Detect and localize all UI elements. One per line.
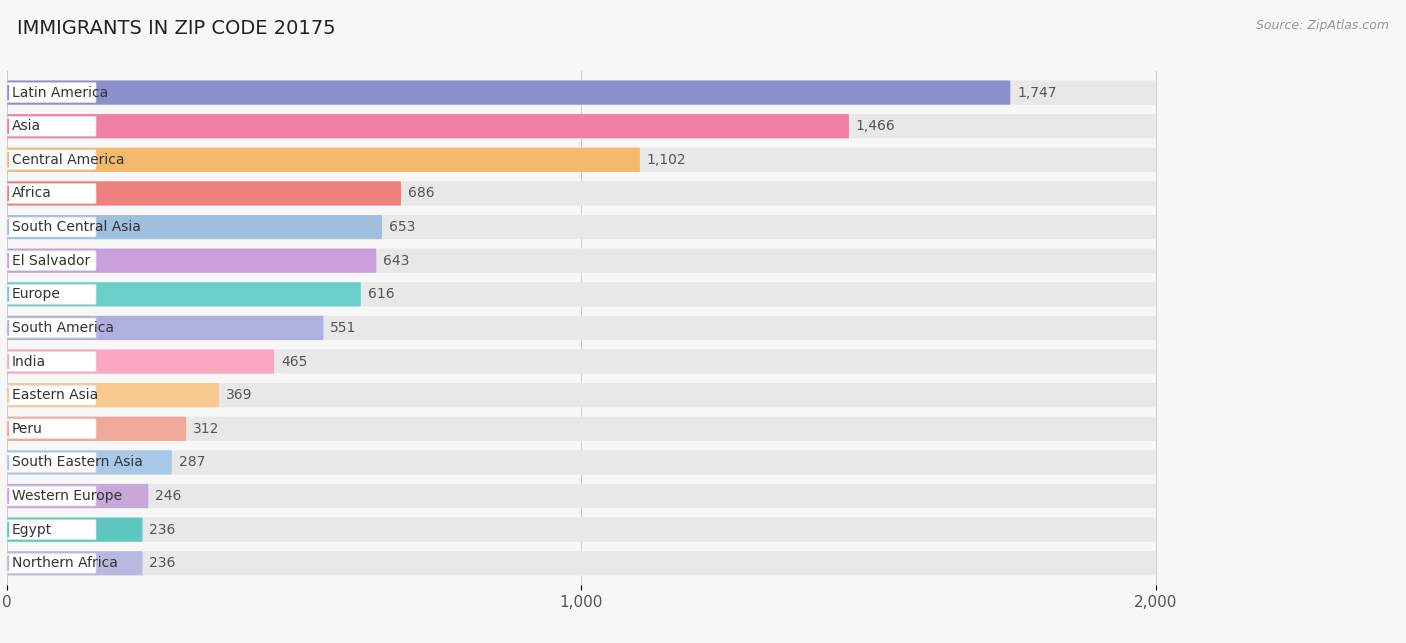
Text: Western Europe: Western Europe — [11, 489, 122, 503]
Text: Latin America: Latin America — [11, 86, 108, 100]
FancyBboxPatch shape — [7, 484, 1156, 508]
FancyBboxPatch shape — [7, 83, 96, 102]
FancyBboxPatch shape — [7, 554, 96, 573]
FancyBboxPatch shape — [7, 80, 1011, 105]
FancyBboxPatch shape — [7, 518, 1156, 542]
FancyBboxPatch shape — [7, 450, 1156, 475]
Text: 653: 653 — [389, 220, 415, 234]
FancyBboxPatch shape — [7, 181, 401, 206]
FancyBboxPatch shape — [7, 316, 1156, 340]
Text: 236: 236 — [149, 523, 176, 537]
FancyBboxPatch shape — [7, 148, 640, 172]
Text: 1,747: 1,747 — [1018, 86, 1057, 100]
Text: South Central Asia: South Central Asia — [11, 220, 141, 234]
FancyBboxPatch shape — [7, 150, 96, 170]
FancyBboxPatch shape — [7, 215, 382, 239]
Text: Europe: Europe — [11, 287, 60, 302]
Text: Africa: Africa — [11, 186, 52, 201]
Text: South America: South America — [11, 321, 114, 335]
Text: 1,102: 1,102 — [647, 153, 686, 167]
FancyBboxPatch shape — [7, 551, 142, 575]
Text: 246: 246 — [155, 489, 181, 503]
FancyBboxPatch shape — [7, 551, 1156, 575]
Text: Central America: Central America — [11, 153, 124, 167]
Text: Source: ZipAtlas.com: Source: ZipAtlas.com — [1256, 19, 1389, 32]
FancyBboxPatch shape — [7, 282, 1156, 307]
Text: 616: 616 — [368, 287, 394, 302]
FancyBboxPatch shape — [7, 284, 96, 304]
Text: 551: 551 — [330, 321, 357, 335]
Text: 236: 236 — [149, 556, 176, 570]
Text: IMMIGRANTS IN ZIP CODE 20175: IMMIGRANTS IN ZIP CODE 20175 — [17, 19, 336, 39]
Text: Eastern Asia: Eastern Asia — [11, 388, 98, 402]
FancyBboxPatch shape — [7, 518, 142, 542]
FancyBboxPatch shape — [7, 116, 96, 136]
FancyBboxPatch shape — [7, 249, 1156, 273]
Text: 643: 643 — [384, 254, 409, 267]
Text: Egypt: Egypt — [11, 523, 52, 537]
Text: 287: 287 — [179, 455, 205, 469]
Text: 686: 686 — [408, 186, 434, 201]
FancyBboxPatch shape — [7, 417, 186, 441]
FancyBboxPatch shape — [7, 114, 849, 138]
FancyBboxPatch shape — [7, 318, 96, 338]
FancyBboxPatch shape — [7, 316, 323, 340]
FancyBboxPatch shape — [7, 251, 96, 271]
FancyBboxPatch shape — [7, 419, 96, 439]
Text: 465: 465 — [281, 354, 308, 368]
FancyBboxPatch shape — [7, 349, 1156, 374]
FancyBboxPatch shape — [7, 486, 96, 506]
Text: 312: 312 — [193, 422, 219, 436]
FancyBboxPatch shape — [7, 417, 1156, 441]
FancyBboxPatch shape — [7, 282, 361, 307]
Text: 1,466: 1,466 — [856, 119, 896, 133]
FancyBboxPatch shape — [7, 181, 1156, 206]
FancyBboxPatch shape — [7, 453, 96, 473]
Text: Peru: Peru — [11, 422, 42, 436]
Text: Northern Africa: Northern Africa — [11, 556, 118, 570]
FancyBboxPatch shape — [7, 114, 1156, 138]
FancyBboxPatch shape — [7, 450, 172, 475]
Text: El Salvador: El Salvador — [11, 254, 90, 267]
FancyBboxPatch shape — [7, 385, 96, 405]
FancyBboxPatch shape — [7, 183, 96, 203]
FancyBboxPatch shape — [7, 383, 1156, 407]
FancyBboxPatch shape — [7, 383, 219, 407]
FancyBboxPatch shape — [7, 148, 1156, 172]
FancyBboxPatch shape — [7, 349, 274, 374]
Text: Asia: Asia — [11, 119, 41, 133]
FancyBboxPatch shape — [7, 217, 96, 237]
Text: South Eastern Asia: South Eastern Asia — [11, 455, 143, 469]
FancyBboxPatch shape — [7, 215, 1156, 239]
FancyBboxPatch shape — [7, 80, 1156, 105]
FancyBboxPatch shape — [7, 249, 377, 273]
Text: 369: 369 — [226, 388, 252, 402]
FancyBboxPatch shape — [7, 484, 148, 508]
Text: India: India — [11, 354, 46, 368]
FancyBboxPatch shape — [7, 520, 96, 539]
FancyBboxPatch shape — [7, 352, 96, 372]
